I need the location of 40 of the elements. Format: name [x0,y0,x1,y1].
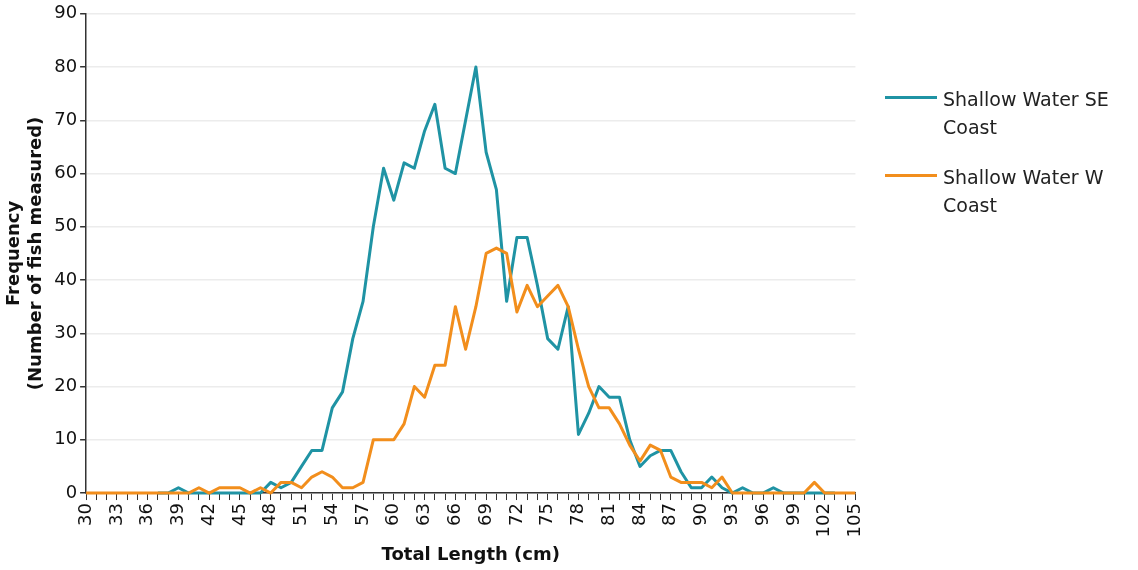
y-tick-label: 30 [54,320,78,342]
x-tick-label: 93 [719,503,741,526]
x-tick-label: 51 [289,503,311,526]
x-tick-label: 69 [473,503,495,526]
x-tick-label: 48 [258,503,280,526]
x-tick-label: 54 [319,503,341,526]
x-tick-label: 99 [781,503,803,526]
x-tick-label: 66 [443,503,465,526]
x-tick-label: 45 [227,503,249,526]
x-tick-label: 30 [73,503,95,526]
x-tick-label: 33 [104,503,126,526]
y-tick-label: 10 [54,427,78,449]
x-tick-label: 39 [166,503,188,526]
y-tick-label: 80 [54,54,78,76]
y-tick-label: 60 [54,161,78,183]
legend-label: Shallow Water SE Coast [943,87,1110,140]
x-tick-label: 105 [843,503,865,538]
x-tick-label: 81 [596,503,618,526]
x-tick-label: 75 [535,503,557,526]
x-tick-label: 63 [412,503,434,526]
x-tick-label: 96 [750,503,772,526]
y-tick-label: 90 [54,1,78,23]
legend-label: Shallow Water W Coast [943,165,1105,218]
y-tick-label: 20 [54,374,78,396]
y-axis-title: Frequency (Number of fish measured) [2,116,46,391]
x-tick-label: 87 [658,503,680,526]
x-tick-label: 36 [135,503,157,526]
x-tick-label: 102 [812,503,834,538]
x-axis-title: Total Length (cm) [381,542,560,564]
x-tick-label: 78 [566,503,588,526]
x-tick-label: 42 [196,503,218,526]
x-tick-label: 57 [350,503,372,526]
y-tick-label: 70 [54,107,78,129]
x-tick-label: 72 [504,503,526,526]
y-tick-label: 0 [65,480,78,502]
x-tick-label: 60 [381,503,403,526]
x-tick-label: 90 [689,503,711,526]
y-tick-label: 40 [54,267,78,289]
y-tick-label: 50 [54,214,78,236]
x-tick-label: 84 [627,503,649,526]
